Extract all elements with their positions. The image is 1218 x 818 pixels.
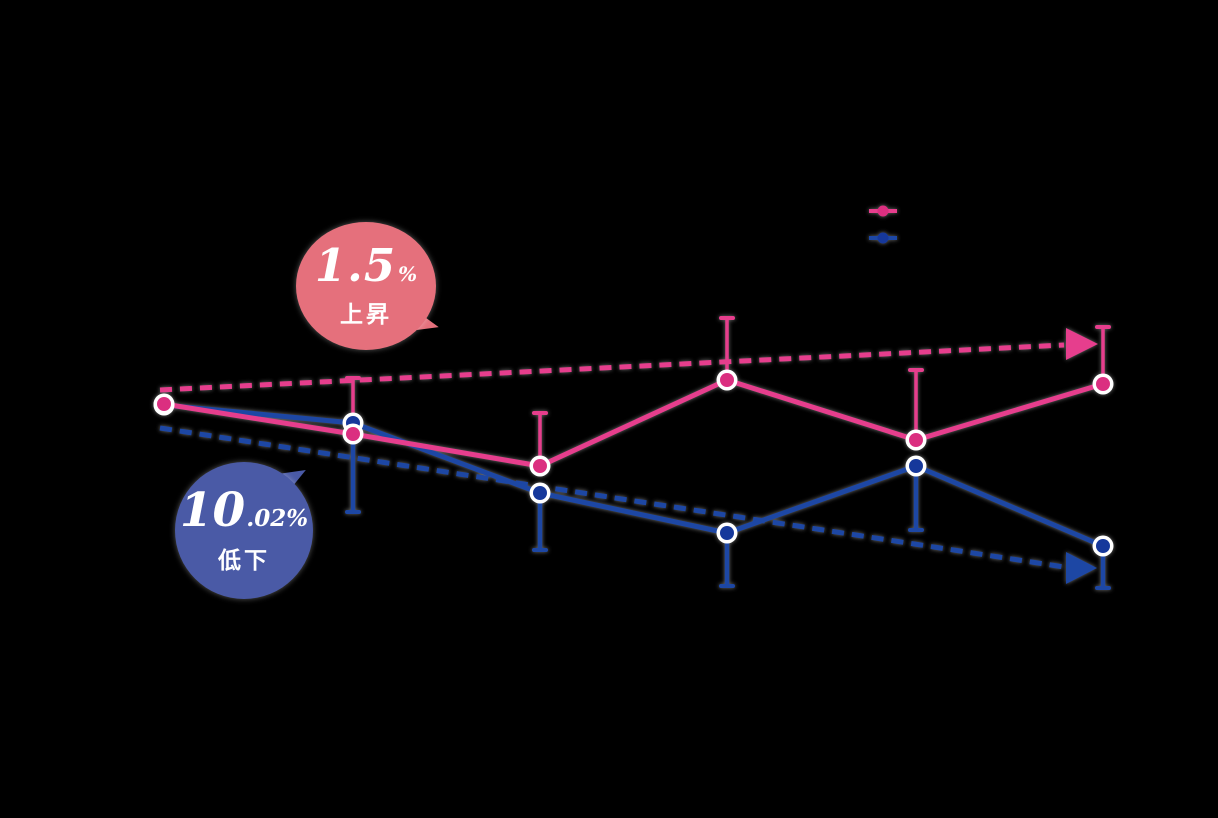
trend-blue xyxy=(159,425,1065,570)
trend-pink-arrowhead xyxy=(1066,328,1098,360)
trend-pink xyxy=(159,342,1065,393)
series-pink-line xyxy=(161,377,1106,469)
increase-label: 上昇 xyxy=(340,302,392,328)
data-point xyxy=(346,427,360,441)
data-point xyxy=(533,486,547,500)
increase-unit: % xyxy=(398,262,418,286)
legend-pink-dot xyxy=(877,205,889,217)
data-point xyxy=(720,373,734,387)
data-point xyxy=(720,526,734,540)
increase-value: 1.5 xyxy=(314,239,397,292)
data-point xyxy=(533,459,547,473)
data-point xyxy=(157,397,171,411)
series-blue-line xyxy=(161,402,1106,549)
increase-number-row: 1.5 % xyxy=(315,243,417,288)
legend-blue-dot xyxy=(877,232,889,244)
trend-blue-arrowhead xyxy=(1066,552,1097,584)
decrease-label: 低下 xyxy=(218,547,270,574)
decrease-number-row: 10 .02% xyxy=(180,487,308,534)
badge-increase: 1.5 % 上昇 xyxy=(296,222,436,350)
decrease-value: 10 xyxy=(179,482,246,538)
data-point xyxy=(1096,539,1110,553)
data-point xyxy=(909,459,923,473)
data-point xyxy=(1096,377,1110,391)
badge-decrease: 10 .02% 低下 xyxy=(175,462,313,599)
data-point xyxy=(909,433,923,447)
decrease-unit: .02% xyxy=(246,504,309,532)
